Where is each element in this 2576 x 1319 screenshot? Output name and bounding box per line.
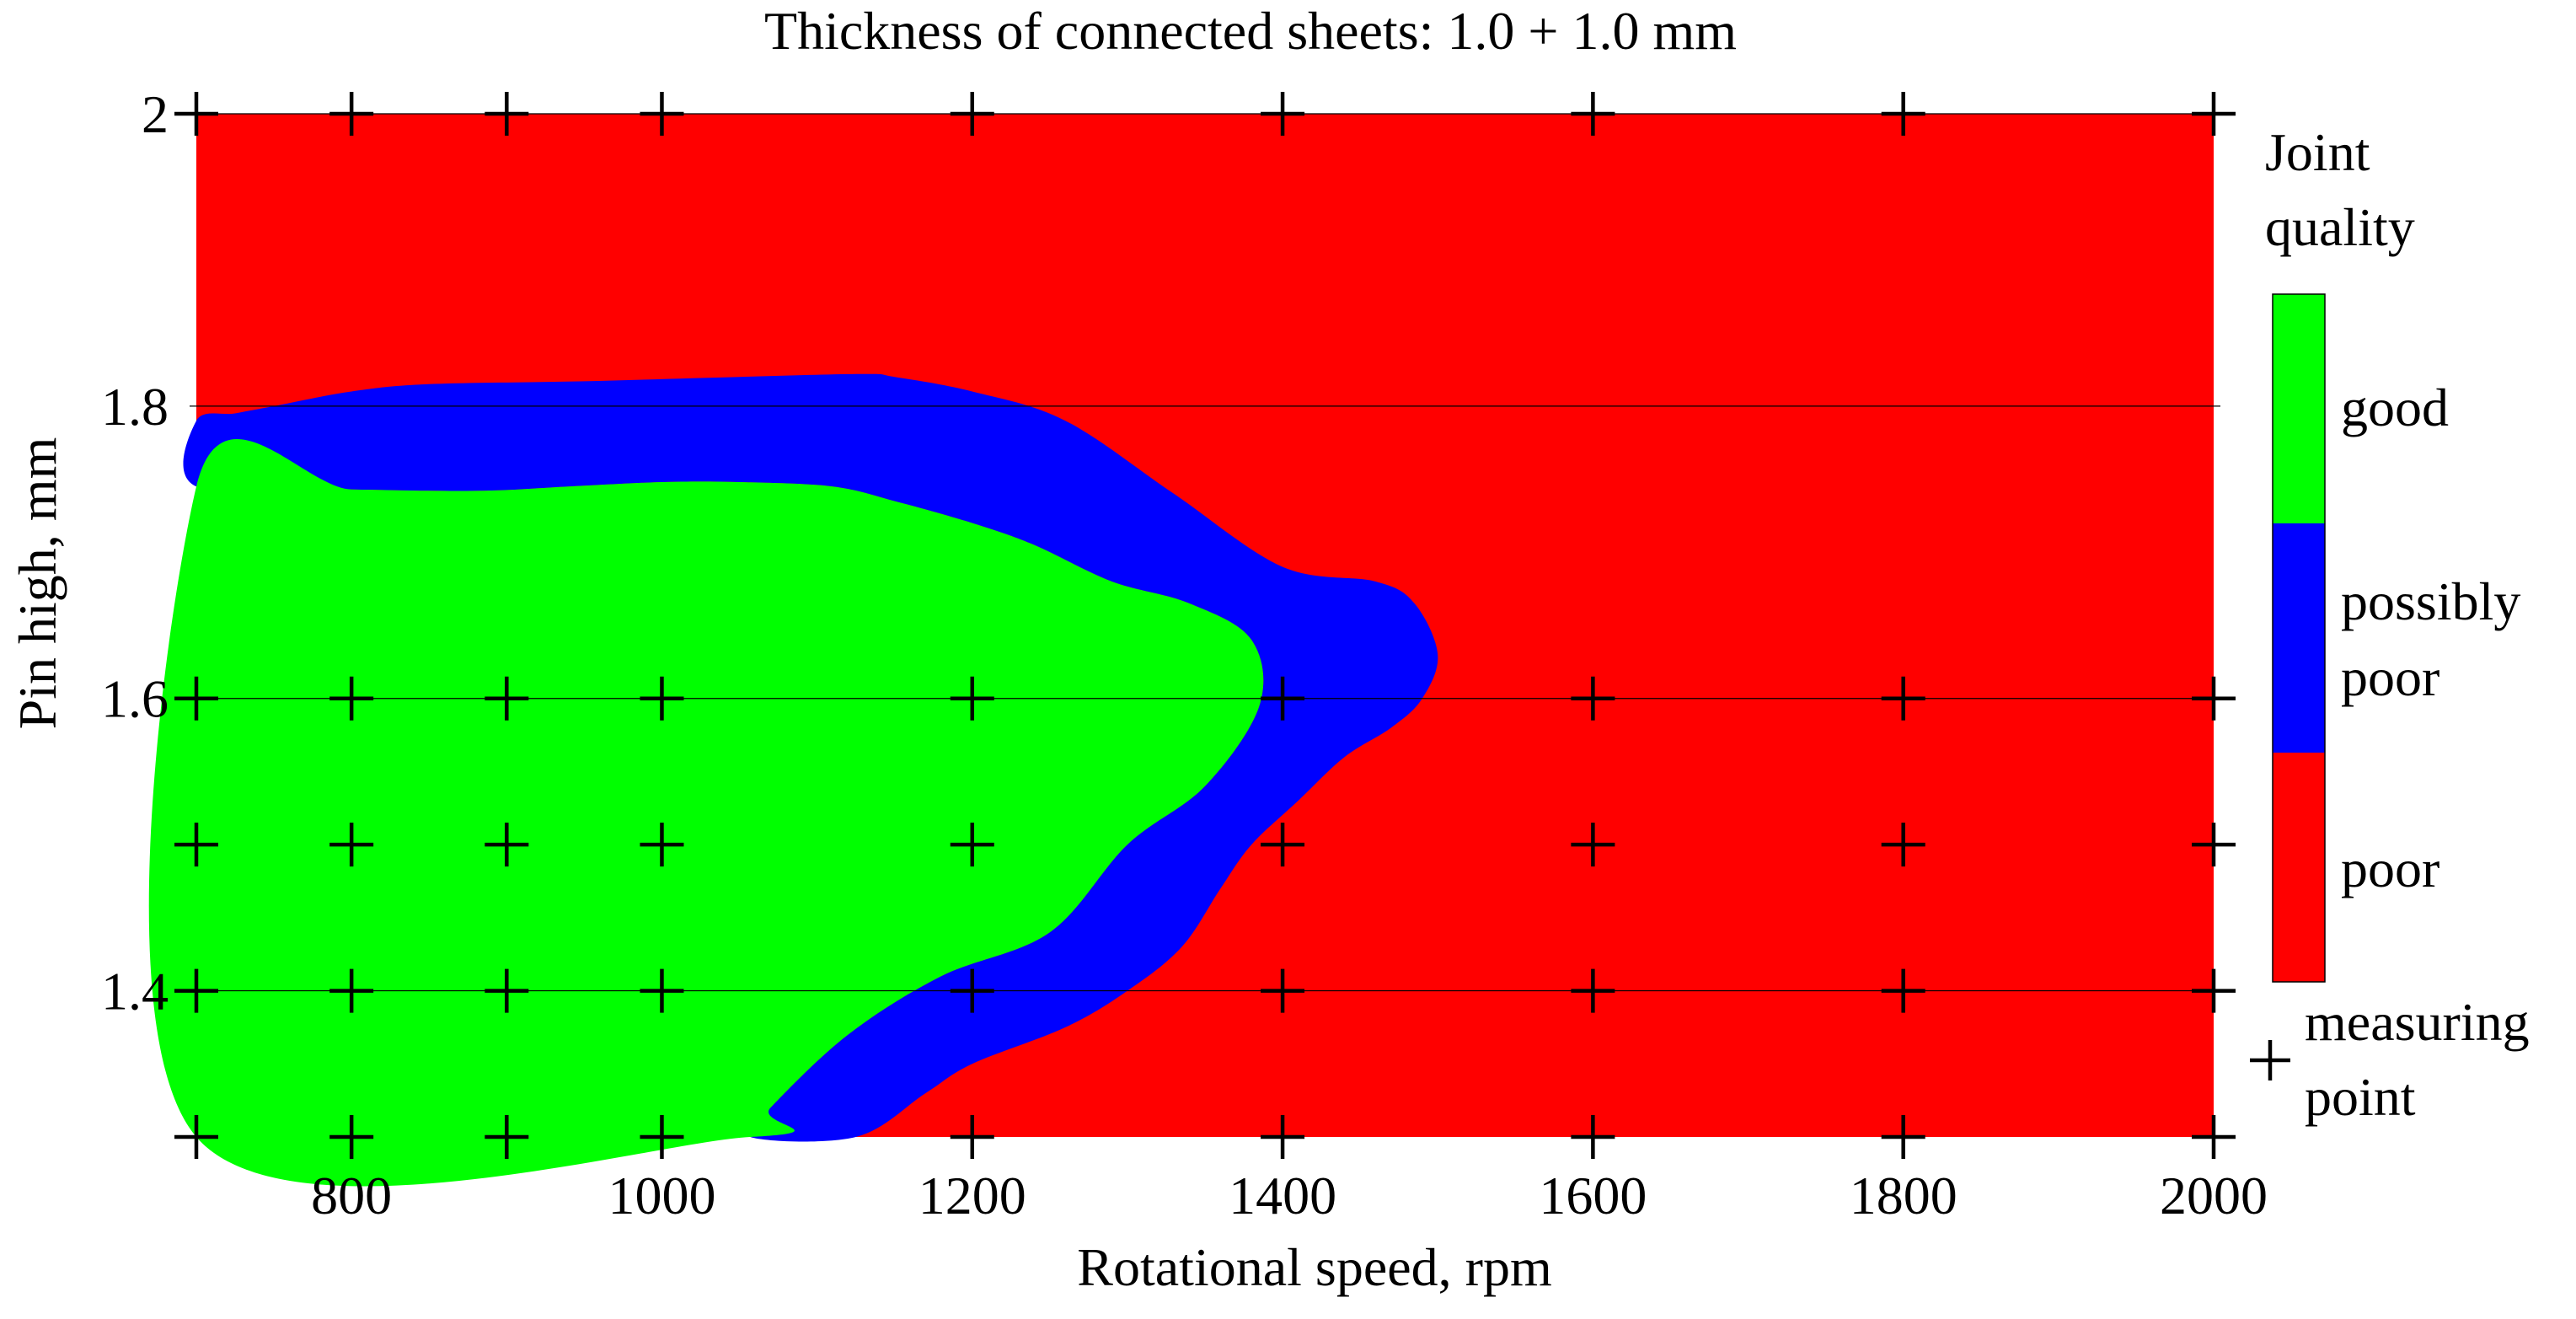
measuring-point-marker [1881, 1115, 1925, 1159]
legend-swatch-poor [2273, 753, 2325, 982]
measuring-point-marker [485, 823, 529, 867]
legend-marker-label: point [2305, 1067, 2416, 1127]
measuring-point-marker [2192, 92, 2236, 136]
measuring-point-marker [1881, 823, 1925, 867]
measuring-point-marker [1571, 676, 1615, 721]
measuring-point-marker [640, 676, 684, 721]
x-tick-label: 1800 [1850, 1166, 1957, 1225]
measuring-point-marker [2192, 968, 2236, 1013]
quality-regions [148, 114, 2214, 1187]
measuring-point-marker [1261, 823, 1305, 867]
measuring-point-marker [950, 823, 994, 867]
x-tick-label: 1000 [608, 1166, 715, 1225]
region-good [148, 439, 1264, 1187]
y-axis-ticks: 1.4 1.6 1.8 2 [101, 84, 169, 1021]
measuring-point-marker [1571, 823, 1615, 867]
measuring-point-marker [640, 968, 684, 1013]
measuring-point-marker [950, 92, 994, 136]
measuring-point-marker [485, 1115, 529, 1159]
legend-marker-label: measuring [2305, 992, 2530, 1052]
x-tick-label: 1400 [1229, 1166, 1336, 1225]
measuring-point-marker [329, 968, 374, 1013]
legend-label: possibly [2341, 571, 2520, 631]
measuring-point-marker [640, 823, 684, 867]
measuring-point-marker [1571, 1115, 1615, 1159]
measuring-point-marker [1571, 968, 1615, 1013]
measuring-point-marker [1881, 92, 1925, 136]
legend-title-line: Joint [2265, 122, 2370, 182]
legend: Joint quality good possibly poor poor measurin… [2250, 122, 2530, 1127]
measuring-points [174, 92, 2236, 1159]
measuring-point-marker [1261, 92, 1305, 136]
measuring-point-marker [2192, 676, 2236, 721]
x-tick-label: 2000 [2160, 1166, 2268, 1225]
legend-colorbar-frame [2272, 293, 2326, 983]
legend-measuring-point-marker [2250, 1040, 2290, 1080]
measuring-point-marker [174, 676, 218, 721]
measuring-point-marker [329, 823, 374, 867]
measuring-point-marker [329, 1115, 374, 1159]
measuring-point-marker [485, 676, 529, 721]
measuring-point-marker [329, 92, 374, 136]
legend-title-line: quality [2265, 197, 2415, 257]
measuring-point-marker [1571, 92, 1615, 136]
legend-label: good [2341, 378, 2449, 437]
x-tick-label: 800 [311, 1166, 392, 1225]
measuring-point-marker [1881, 968, 1925, 1013]
legend-label: poor [2341, 839, 2439, 898]
y-tick-label: 1.8 [101, 377, 169, 437]
measuring-point-marker [2192, 823, 2236, 867]
measuring-point-marker [174, 1115, 218, 1159]
y-axis-label: Pin high, mm [8, 437, 67, 730]
measuring-point-marker [485, 92, 529, 136]
measuring-point-marker [485, 968, 529, 1013]
measuring-point-marker [950, 676, 994, 721]
measuring-point-marker [1261, 1115, 1305, 1159]
measuring-point-marker [2192, 1115, 2236, 1159]
measuring-point-marker [1261, 676, 1305, 721]
measuring-point-marker [640, 92, 684, 136]
legend-swatch-good [2273, 294, 2325, 523]
measuring-point-marker [329, 676, 374, 721]
region-possibly-poor [183, 373, 1438, 1142]
x-tick-label: 1600 [1539, 1166, 1647, 1225]
measuring-point-marker [174, 92, 218, 136]
measuring-point-marker [950, 968, 994, 1013]
chart-title: Thickness of connected sheets: 1.0 + 1.0… [764, 1, 1737, 61]
x-axis-ticks: 800 1000 1200 1400 1600 1800 2000 [311, 1166, 2268, 1225]
measuring-point-marker [640, 1115, 684, 1159]
x-tick-label: 1200 [918, 1166, 1026, 1225]
measuring-point-marker [1261, 968, 1305, 1013]
measuring-point-marker [1881, 676, 1925, 721]
y-tick-label: 2 [142, 84, 169, 144]
legend-label: poor [2341, 647, 2439, 707]
measuring-point-marker [174, 823, 218, 867]
legend-swatch-possibly-poor [2273, 523, 2325, 753]
y-tick-label: 1.6 [101, 669, 169, 729]
measuring-point-marker [174, 968, 218, 1013]
x-axis-label: Rotational speed, rpm [1077, 1237, 1551, 1297]
measuring-point-marker [950, 1115, 994, 1159]
y-tick-label: 1.4 [101, 962, 169, 1021]
